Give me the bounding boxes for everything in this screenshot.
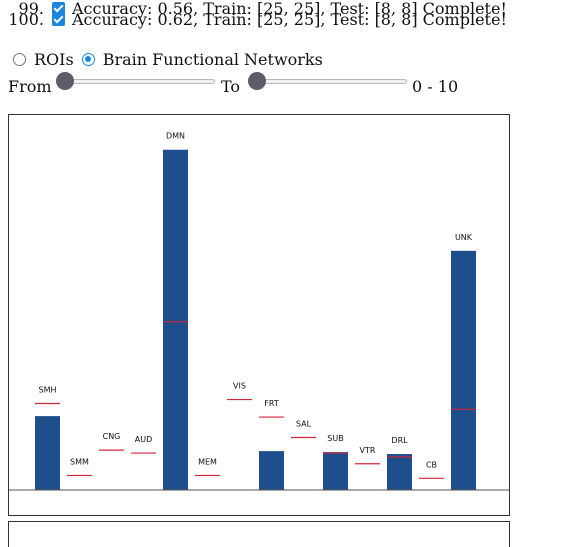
view-mode-group: ROIs Brain Functional Networks	[13, 49, 331, 69]
result-index: 100.	[8, 9, 44, 29]
result-text: Accuracy: 0.62, Train: [25, 25], Test: […	[72, 9, 507, 29]
bar-label-cng: CNG	[103, 432, 121, 441]
bar-label-sub: SUB	[327, 434, 343, 443]
bar-label-frt: FRT	[264, 399, 279, 408]
bar-unk	[451, 250, 476, 490]
range-display: 0 - 10	[412, 77, 459, 96]
result-checkbox[interactable]	[52, 12, 65, 26]
result-index: 99.	[18, 0, 44, 18]
bar-drl	[387, 454, 412, 490]
bar-label-vtr: VTR	[360, 446, 376, 455]
result-checkbox[interactable]	[52, 1, 65, 15]
brain-functional-networks-radio-label[interactable]: Brain Functional Networks	[102, 49, 323, 69]
brain-functional-networks-radio[interactable]	[81, 52, 95, 66]
to-label: To	[221, 77, 241, 96]
bar-label-unk: UNK	[455, 233, 473, 242]
from-slider-track[interactable]	[58, 79, 215, 84]
bar-label-aud: AUD	[135, 435, 153, 444]
to-slider-thumb[interactable]	[248, 72, 266, 90]
result-row: 100. Accuracy: 0.62, Train: [25, 25], Tes…	[0, 8, 507, 30]
bar-label-drl: DRL	[391, 436, 408, 445]
to-slider-track[interactable]	[250, 79, 407, 84]
bar-label-mem: MEM	[198, 457, 217, 466]
lower-panel	[8, 521, 510, 547]
from-label: From	[8, 77, 52, 96]
result-row: 99. Accuracy: 0.56, Train: [25, 25], Test…	[0, 0, 507, 19]
rois-radio[interactable]	[13, 52, 26, 66]
bar-label-cb: CB	[426, 460, 437, 469]
bar-sub	[323, 452, 348, 490]
bar-smh	[35, 416, 60, 490]
bar-dmn	[163, 149, 188, 490]
bar-label-sal: SAL	[296, 420, 312, 429]
bar-label-vis: VIS	[233, 382, 246, 391]
network-bar-chart: SMH SMM CNG AUD DMN MEM VIS FRT SAL SUB VTR DRL CB UN…	[9, 132, 509, 491]
from-slider-thumb[interactable]	[56, 72, 74, 90]
rois-radio-label[interactable]: ROIs	[34, 49, 74, 69]
result-text: Accuracy: 0.56, Train: [25, 25], Test: […	[72, 0, 507, 18]
network-chart-frame: SMH SMM CNG AUD DMN MEM VIS FRT SAL SUB VTR DRL CB UN…	[8, 114, 510, 516]
bar-label-smm: SMM	[70, 457, 89, 466]
bar-frt	[259, 451, 284, 490]
bar-label-dmn: DMN	[166, 132, 185, 141]
bar-label-smh: SMH	[39, 385, 57, 394]
